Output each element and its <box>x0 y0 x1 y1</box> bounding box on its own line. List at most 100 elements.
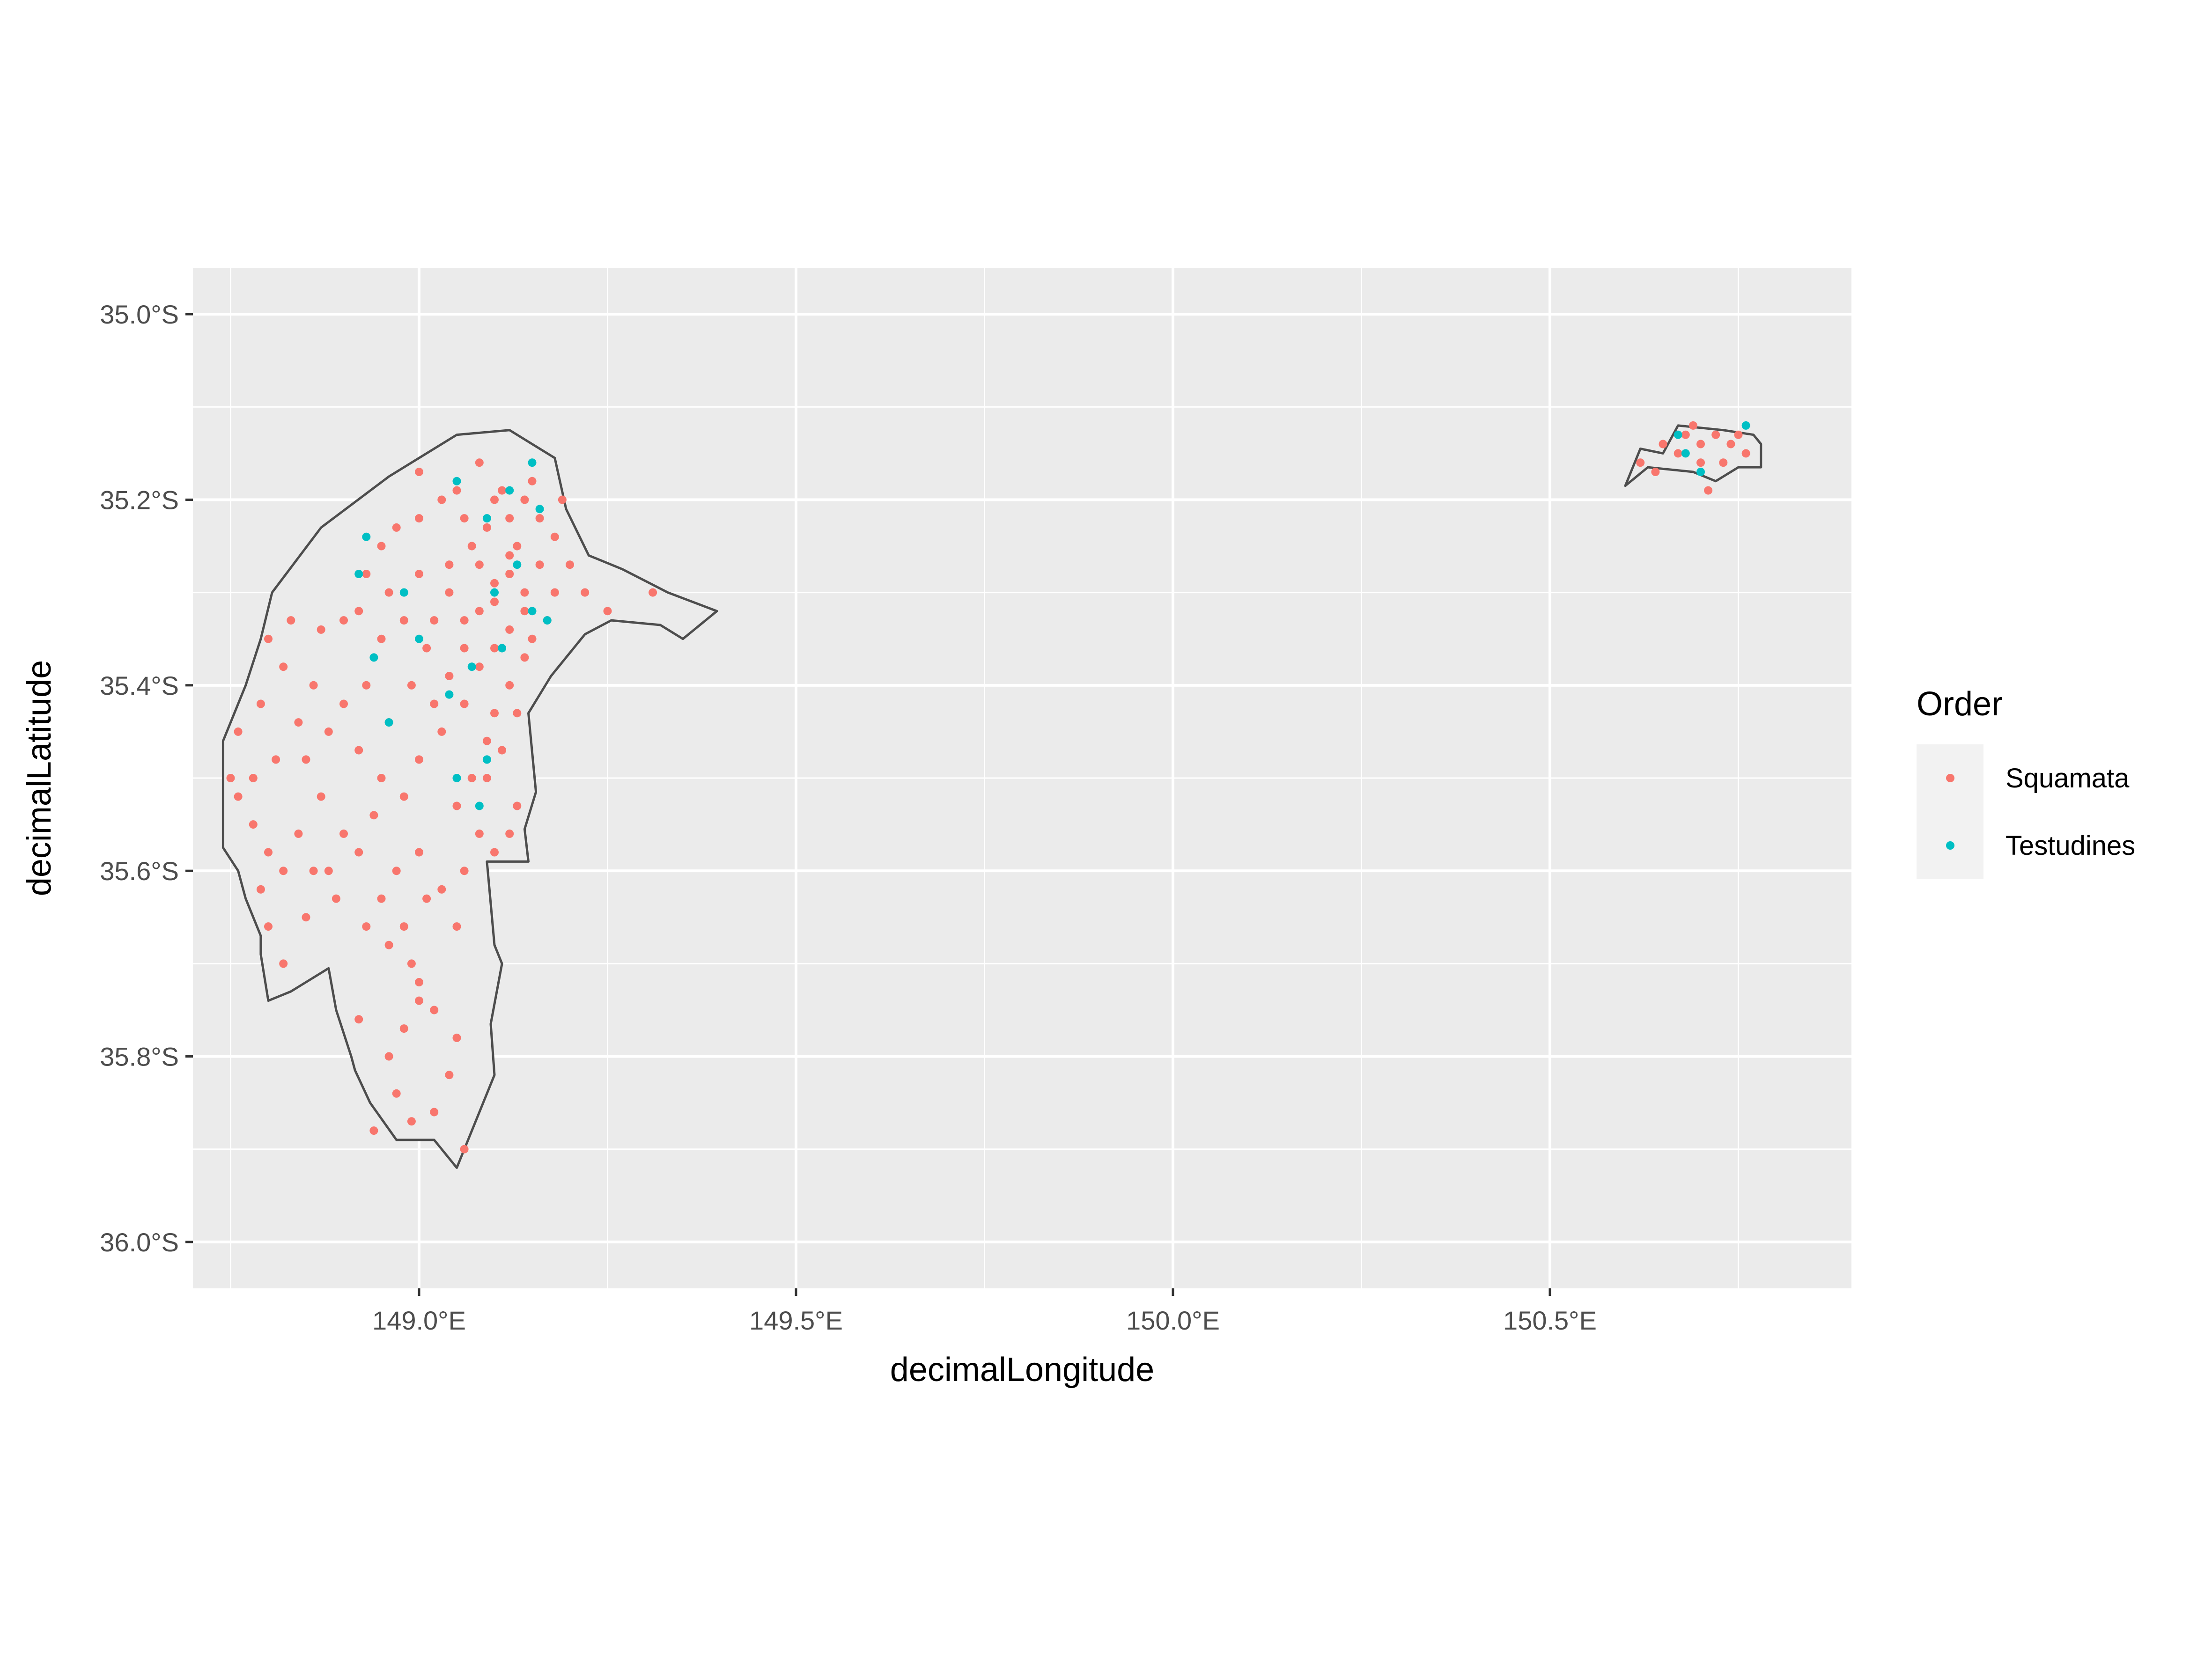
squamata-point <box>407 681 416 690</box>
testudines-point <box>528 458 537 467</box>
squamata-point <box>309 867 318 875</box>
squamata-point <box>279 662 288 671</box>
testudines-point <box>1696 468 1705 476</box>
testudines-point <box>399 588 408 597</box>
squamata-point <box>445 560 454 569</box>
testudines-point <box>369 653 378 662</box>
testudines-point <box>513 560 522 569</box>
y-axis-title: decimalLatitude <box>21 660 58 896</box>
squamata-point <box>1681 430 1690 439</box>
squamata-point <box>460 616 469 625</box>
squamata-point <box>460 1145 469 1154</box>
squamata-point <box>399 922 408 931</box>
squamata-point <box>377 774 386 782</box>
squamata-point <box>1726 440 1735 448</box>
squamata-point <box>535 514 544 523</box>
squamata-point <box>498 746 507 755</box>
testudines-point <box>384 718 393 727</box>
squamata-point <box>294 718 303 727</box>
squamata-point <box>603 607 612 616</box>
squamata-point <box>362 922 371 931</box>
squamata-point <box>430 699 439 708</box>
testudines-point <box>445 690 454 699</box>
legend-key-squamata <box>1946 774 1954 782</box>
squamata-point <box>407 959 416 968</box>
squamata-point <box>490 644 499 653</box>
testudines-point <box>452 477 461 485</box>
squamata-point <box>399 792 408 801</box>
squamata-point <box>354 1015 363 1024</box>
squamata-point <box>490 709 499 718</box>
squamata-point <box>452 922 461 931</box>
squamata-point <box>437 885 446 894</box>
testudines-point <box>1741 421 1750 430</box>
testudines-point <box>362 532 371 541</box>
squamata-point <box>475 829 484 838</box>
squamata-point <box>415 468 423 476</box>
squamata-point <box>550 532 559 541</box>
squamata-point <box>415 978 423 986</box>
squamata-point <box>460 514 469 523</box>
legend-key-background <box>1917 744 1983 879</box>
region-outline <box>221 429 718 1169</box>
testudines-point <box>415 634 423 643</box>
squamata-point <box>505 551 514 560</box>
squamata-point <box>430 616 439 625</box>
region-outline <box>1624 424 1762 487</box>
squamata-point <box>415 848 423 857</box>
squamata-point <box>1711 430 1720 439</box>
squamata-point <box>528 477 537 485</box>
squamata-point <box>415 570 423 578</box>
testudines-point <box>1681 449 1690 458</box>
squamata-point <box>520 607 529 616</box>
squamata-point <box>302 913 310 922</box>
testudines-point <box>475 801 484 810</box>
squamata-point <box>1741 449 1750 458</box>
squamata-point <box>392 1089 401 1098</box>
squamata-point <box>1651 468 1660 476</box>
squamata-point <box>317 625 325 634</box>
squamata-point <box>339 616 348 625</box>
squamata-point <box>467 542 476 551</box>
squamata-point <box>392 523 401 532</box>
squamata-point <box>566 560 574 569</box>
x-tick-label: 150.0°E <box>1126 1306 1220 1335</box>
squamata-point <box>452 801 461 810</box>
squamata-point <box>498 486 507 495</box>
squamata-point <box>324 727 333 736</box>
squamata-point <box>256 885 265 894</box>
squamata-point <box>377 634 386 643</box>
squamata-point <box>528 634 537 643</box>
squamata-point <box>384 941 393 949</box>
testudines-point <box>452 774 461 782</box>
squamata-point <box>1734 430 1743 439</box>
squamata-point <box>505 681 514 690</box>
squamata-point <box>362 681 371 690</box>
squamata-point <box>415 996 423 1005</box>
y-tick-label: 35.4°S <box>100 671 179 700</box>
squamata-point <box>369 811 378 820</box>
y-tick-label: 35.8°S <box>100 1042 179 1072</box>
squamata-point <box>482 736 491 745</box>
testudines-point <box>482 514 491 523</box>
legend: Order Squamata Testudines <box>1917 685 2135 879</box>
squamata-point <box>520 495 529 504</box>
y-tick-label: 36.0°S <box>100 1227 179 1257</box>
squamata-point <box>460 699 469 708</box>
squamata-point <box>256 699 265 708</box>
squamata-point <box>234 792 243 801</box>
squamata-point <box>392 867 401 875</box>
squamata-point <box>467 774 476 782</box>
squamata-point <box>482 523 491 532</box>
squamata-point <box>384 1052 393 1061</box>
squamata-point <box>430 1108 439 1117</box>
squamata-point <box>354 848 363 857</box>
squamata-point <box>317 792 325 801</box>
squamata-point <box>377 542 386 551</box>
squamata-point <box>460 867 469 875</box>
squamata-point <box>264 848 273 857</box>
squamata-point <box>490 597 499 606</box>
testudines-point <box>535 505 544 514</box>
squamata-point <box>430 1006 439 1014</box>
